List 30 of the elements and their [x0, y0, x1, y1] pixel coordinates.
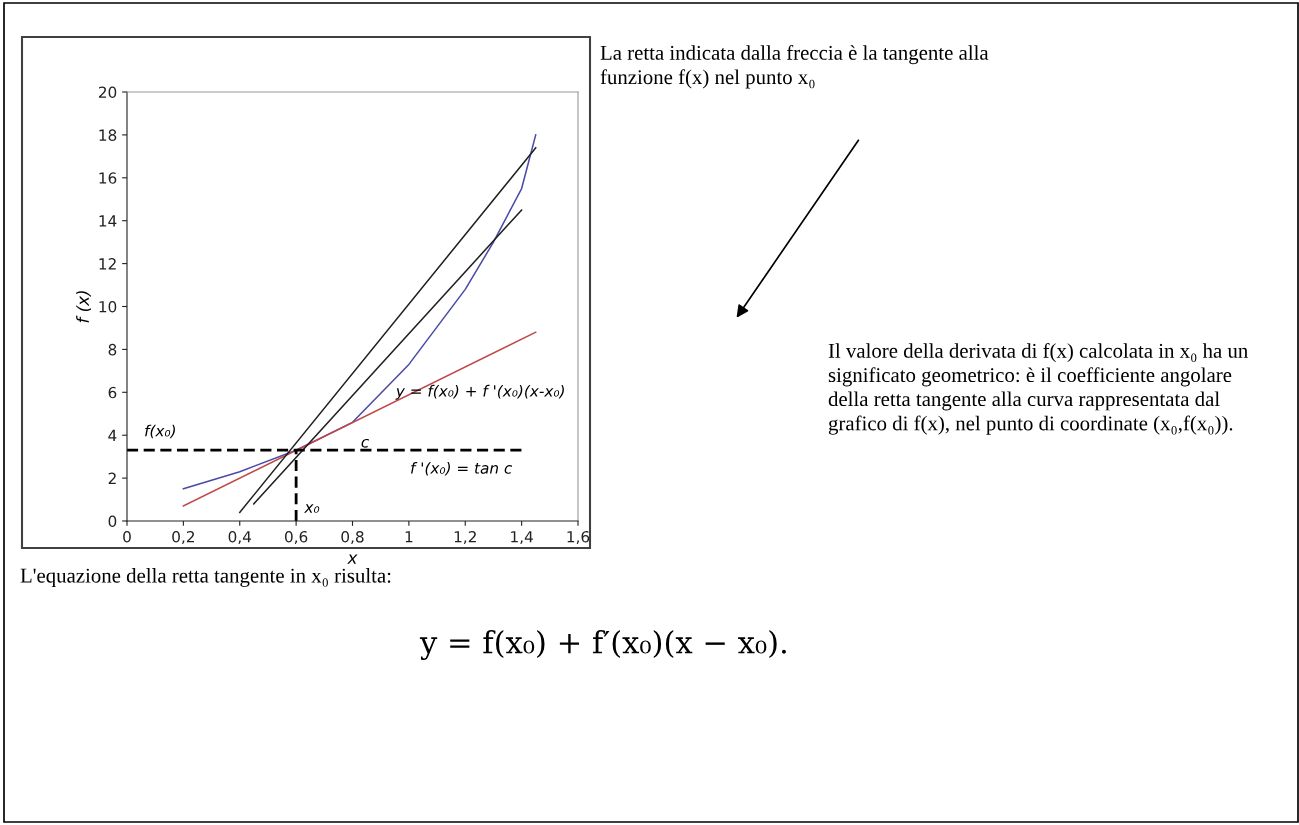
- y-tick-label: 10: [99, 300, 117, 313]
- y-tick-label: 18: [99, 129, 117, 141]
- y-tick-label: 6: [108, 386, 117, 399]
- annotation: f(x₀): [145, 424, 175, 439]
- text: La retta indicata dalla freccia è la tangente alla funzione f(x) nel punto x₀: [600, 45, 989, 89]
- text: Il valore della derivata di f(x) calcolata in x₀ ha un significato geometrico: è il coefficiente angolare della retta tangente alla curva rappresentata dal grafico di f(x), nel punto di coordinate (x₀,f(x₀)).: [828, 343, 1248, 435]
- x-tick-label: 0: [123, 530, 131, 543]
- text: L'equazione della retta tangente in x₀ risulta:: [20, 568, 391, 587]
- text: y = f(x₀) + f′(x₀)(x − x₀).: [419, 630, 786, 661]
- y-tick-label: 4: [108, 429, 117, 441]
- y-tick-label: 0: [108, 515, 117, 528]
- annotation: c: [361, 438, 370, 448]
- y-axis-title: f (x): [76, 291, 92, 323]
- x-tick-label: 0,8: [341, 530, 364, 545]
- y-tick-label: 2: [108, 472, 116, 484]
- x-axis-title: x: [347, 554, 358, 564]
- x-tick-label: 1,6: [567, 530, 590, 545]
- x-tick-label: 1,4: [511, 531, 533, 545]
- y-tick-label: 20: [98, 86, 117, 99]
- annotation: f '(x₀) = tan c: [411, 462, 513, 476]
- y-tick-label: 14: [99, 215, 117, 227]
- annotation: x₀: [304, 504, 320, 513]
- y-tick-label: 16: [99, 172, 117, 184]
- x-tick-label: 0,2: [172, 530, 194, 545]
- y-tick-label: 12: [99, 258, 116, 270]
- x-tick-label: 0,6: [284, 530, 308, 545]
- x-tick-label: 1: [405, 531, 413, 543]
- x-tick-label: 0,4: [228, 530, 252, 545]
- x-tick-label: 1,2: [454, 530, 476, 545]
- y-tick-label: 8: [108, 343, 117, 356]
